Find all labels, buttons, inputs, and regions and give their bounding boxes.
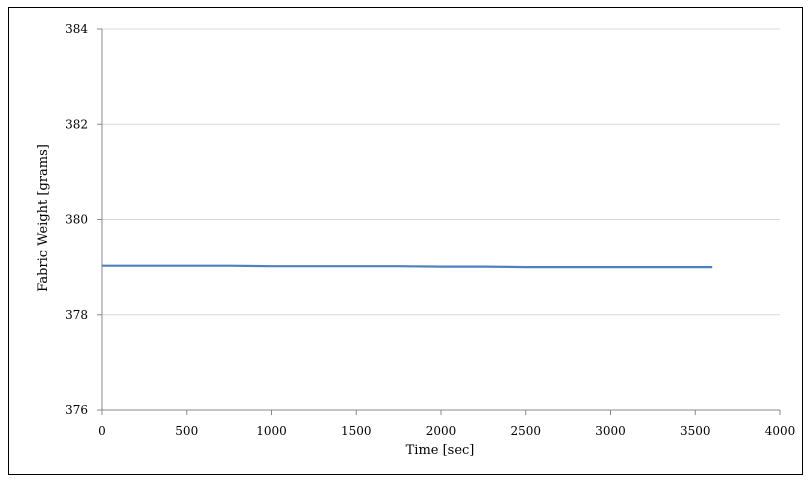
chart-frame	[8, 7, 803, 475]
y-tick-label-376: 376	[65, 403, 88, 417]
grid-lines	[102, 28, 780, 316]
y-tick-label-380: 380	[65, 213, 88, 227]
x-tick-label-2500: 2500	[510, 424, 541, 438]
y-tick-label-384: 384	[65, 22, 88, 36]
y-tick-label-382: 382	[65, 117, 88, 131]
x-tick-label-1000: 1000	[256, 424, 287, 438]
y-tick-labels: 376 378 380 382 384	[65, 22, 88, 417]
series-line-0	[102, 264, 713, 269]
x-tick-label-500: 500	[175, 424, 198, 438]
x-tick-label-1500: 1500	[341, 424, 372, 438]
x-tick-label-0: 0	[98, 424, 106, 438]
axes	[97, 28, 781, 415]
x-tick-label-3500: 3500	[680, 424, 711, 438]
x-axis-label: Time [sec]	[406, 443, 475, 458]
x-tick-label-2000: 2000	[426, 424, 457, 438]
x-tick-labels: 0 500 1000 1500 2000 2500 3000 3500 4000	[98, 424, 795, 438]
y-axis-label: Fabric Weight [grams]	[36, 144, 51, 292]
x-tick-label-3000: 3000	[595, 424, 626, 438]
y-tick-label-378: 378	[65, 308, 88, 322]
series-group	[102, 264, 713, 269]
x-tick-label-4000: 4000	[765, 424, 796, 438]
